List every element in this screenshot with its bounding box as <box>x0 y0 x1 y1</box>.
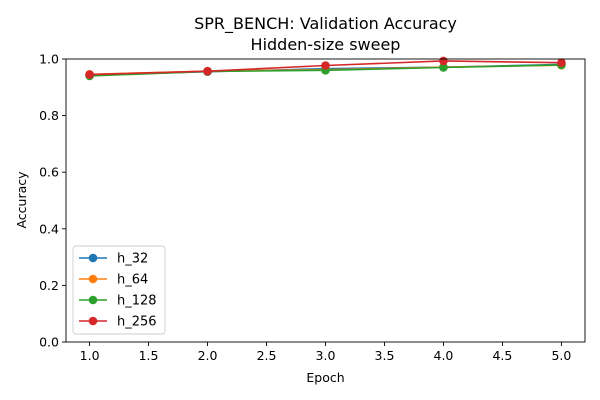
x-tick-label: 2.0 <box>198 348 218 363</box>
legend-swatch-marker <box>88 274 98 284</box>
legend-label: h_256 <box>117 315 157 330</box>
y-tick-label: 0.0 <box>39 335 59 350</box>
legend: h_32 h_64 h_128 h_256 <box>72 245 166 335</box>
legend-swatch-marker <box>88 253 98 263</box>
data-point-h_256 <box>557 58 566 67</box>
y-tick-label: 1.0 <box>39 52 59 67</box>
axes-frame <box>65 58 586 343</box>
chart-title: SPR_BENCH: Validation Accuracy <box>194 14 457 34</box>
legend-swatch-marker <box>88 295 98 305</box>
legend-swatch-marker <box>88 316 98 326</box>
x-tick-label: 4.0 <box>434 348 454 363</box>
data-point-h_128 <box>439 63 448 72</box>
plot-area: 1.0 1.5 2.0 2.5 3.0 3.5 4.0 4.5 5.0 0.0 0.2 0.4 0.6 0… <box>39 52 586 363</box>
legend-label: h_64 <box>117 273 148 288</box>
x-tick-label: 2.5 <box>257 348 277 363</box>
legend-label: h_32 <box>117 252 148 267</box>
y-tick-label: 0.8 <box>39 108 59 123</box>
chart-subtitle: Hidden-size sweep <box>251 35 401 54</box>
x-tick-label: 4.5 <box>492 348 512 363</box>
x-tick-label: 1.5 <box>139 348 159 363</box>
x-tick-label: 5.0 <box>551 348 571 363</box>
data-point-h_256 <box>203 66 212 76</box>
legend-label: h_128 <box>117 294 157 309</box>
x-tick-label: 3.5 <box>375 348 395 363</box>
data-point-h_256 <box>439 56 448 66</box>
y-tick-label: 0.2 <box>39 278 59 293</box>
x-tick-label: 3.0 <box>316 348 336 363</box>
data-point-h_256 <box>321 61 330 70</box>
legend-box <box>72 245 166 335</box>
y-tick-label: 0.6 <box>39 165 59 180</box>
data-point-h_256 <box>85 70 94 79</box>
y-axis-label: Accuracy <box>14 171 29 229</box>
y-tick-label: 0.4 <box>39 221 59 236</box>
x-axis-label: Epoch <box>306 370 344 385</box>
x-tick-label: 1.0 <box>80 348 100 363</box>
